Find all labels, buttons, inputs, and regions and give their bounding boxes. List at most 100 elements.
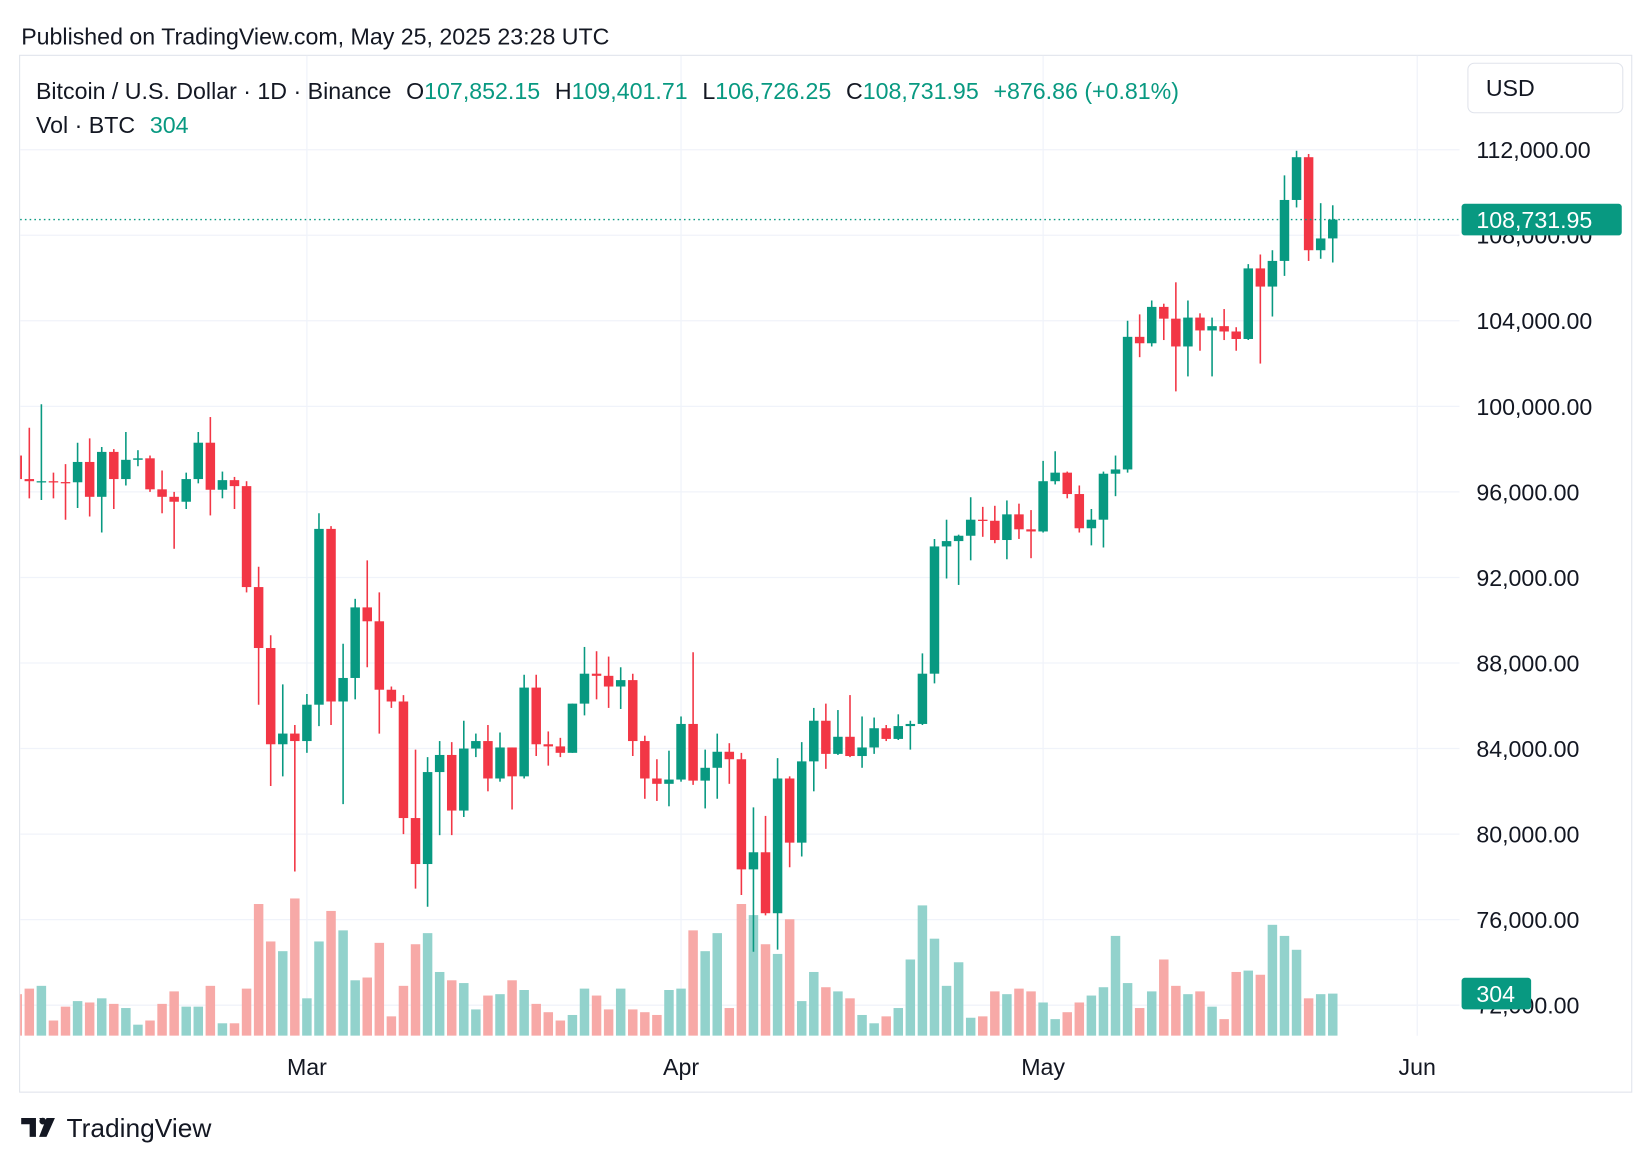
volume-bar [772,953,783,1036]
candle-body [736,759,747,870]
volume-bar [1098,987,1109,1036]
candle-body [217,480,228,490]
volume-bar [350,980,360,1036]
candle-body [1171,318,1181,347]
candle-body [1050,472,1060,482]
volume-bar [362,977,372,1036]
candle-body [386,689,397,702]
candle-body [1279,199,1290,261]
candle-body [893,726,904,739]
candle-body [1026,529,1036,532]
candle-body [724,751,735,760]
volume-bar [1291,949,1302,1036]
volume-bar [736,904,747,1036]
candle-body [1267,260,1278,287]
candle-body [1146,306,1157,344]
volume-bar [1207,1006,1217,1036]
currency-label[interactable]: USD [1486,75,1535,101]
volume-bar [507,980,517,1036]
candle-body [48,481,59,483]
volume-bar [990,991,1000,1036]
legend-value: 109,401.71 [572,78,688,104]
currency-box[interactable] [1467,62,1624,114]
candle-body [1159,306,1169,319]
volume-bar [1267,924,1278,1036]
volume-bar [833,991,843,1036]
volume-bar [857,1014,867,1036]
candle-body [905,723,916,727]
candle-body [338,677,348,702]
legend-key: L [702,78,715,104]
volume-bar [1122,983,1133,1036]
candle-body [978,519,988,521]
volume-bar [603,1009,614,1036]
candle-body [72,461,83,483]
candle-body [929,546,940,674]
volume-bar [109,1003,119,1036]
candle-body [640,741,650,779]
candle-body [265,648,276,745]
candle-body [181,479,191,502]
volume-legend: Vol · BTC 304 [36,112,189,138]
candle-body [350,607,360,678]
volume-bar [157,1003,167,1036]
volume-bar [664,990,674,1036]
candle-body [133,458,143,460]
candle-body [1074,494,1085,529]
candle-body [1062,472,1072,495]
volume-bar [1328,993,1338,1036]
candle-body [410,818,421,865]
legend-key: H [555,78,572,104]
volume-bar [446,980,457,1036]
candle-body [965,519,976,536]
volume-bar [1243,970,1254,1036]
axes: 72,000.0076,000.0080,000.0084,000.0088,0… [20,137,1622,1080]
volume-bar [72,1001,83,1036]
candle-body [422,772,433,865]
candle-body [1315,238,1326,251]
volume-bar [1002,994,1012,1036]
candle-body [567,703,578,753]
candle-body [543,744,554,747]
candle-body [941,541,952,547]
brand-name: TradingView [67,1113,213,1143]
candle-body [579,673,590,704]
candle-body [1086,519,1097,529]
candle-body [748,852,759,870]
candle-body [1183,317,1193,347]
brand-logo [21,1117,55,1137]
candle-body [1038,481,1048,532]
candle-body [157,489,167,497]
y-tick-label: 84,000.00 [1476,736,1579,762]
volume-bar [24,988,35,1036]
candle-body [302,704,312,742]
volume-bar [965,1017,976,1036]
volume-bar [724,1008,735,1036]
candle-body [809,720,819,762]
volume-bar [905,959,916,1036]
candle-body [507,747,517,777]
volume-bar [1074,1002,1085,1036]
candle-body [917,673,928,724]
volume-bar [784,919,795,1036]
volume-bar [1171,985,1181,1036]
volume-bar [410,944,421,1036]
volume-bar [796,1001,807,1036]
candle-body [459,748,469,811]
volume-bar [1159,959,1169,1036]
y-tick-label: 104,000.00 [1476,308,1592,334]
candle-body [615,680,626,687]
candle-body [205,442,216,490]
candle-body [290,733,300,742]
volume-bar [60,1006,71,1036]
y-tick-label: 92,000.00 [1476,565,1579,591]
volume-bar [1279,935,1290,1036]
y-tick-label: 80,000.00 [1476,822,1579,848]
volume-bar [495,994,505,1036]
candle-body [869,728,879,748]
candle-body [1195,317,1205,331]
volume-bar [591,995,602,1036]
volume-bar [881,1016,891,1036]
